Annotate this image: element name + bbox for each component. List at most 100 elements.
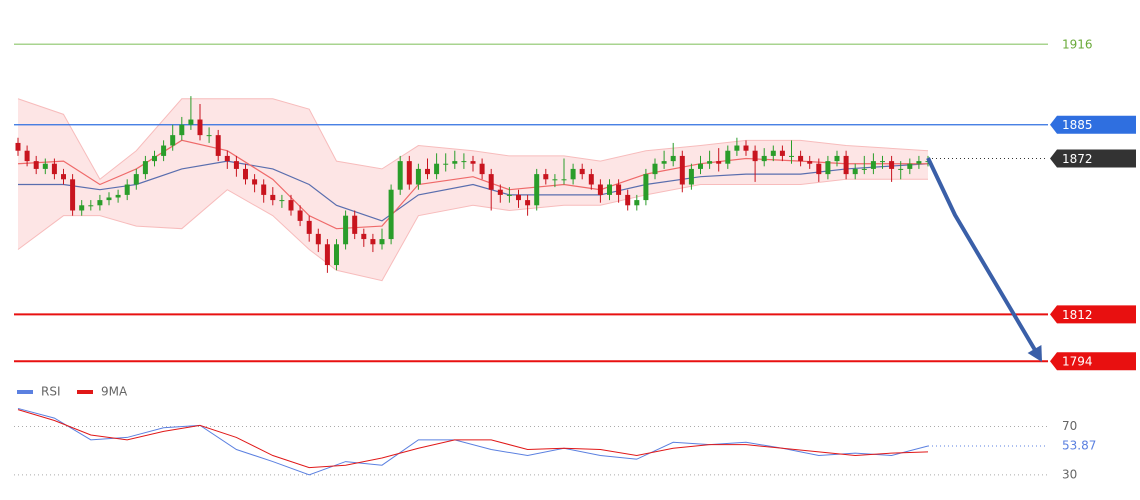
arrow-line — [926, 157, 1037, 352]
candle-body — [870, 161, 876, 169]
rsi-pane: 70 30 RSI 9MA 53.87 — [14, 385, 1096, 481]
candle-body — [561, 179, 567, 181]
price-pane: 1916 1885 1872 1812 1794 — [14, 38, 1136, 371]
candle-body — [670, 155, 676, 162]
candle-body — [306, 220, 312, 234]
candle-body — [79, 205, 85, 211]
candle-body — [752, 150, 758, 162]
candle-body — [370, 239, 376, 245]
candle-body — [397, 161, 403, 190]
candle-body — [379, 239, 385, 245]
candle-body — [33, 161, 39, 169]
candle-body — [443, 163, 449, 165]
candle-body — [552, 179, 558, 181]
series-line — [17, 409, 929, 469]
candle-body — [770, 150, 776, 156]
candle-body — [261, 184, 267, 195]
candle-body — [607, 184, 612, 195]
candle-body — [361, 233, 367, 240]
candle-body — [352, 215, 358, 234]
candle-body — [779, 150, 785, 156]
candle-body — [152, 155, 157, 162]
level-label-box — [1050, 305, 1136, 324]
candle-body — [388, 189, 394, 240]
candle-body — [716, 161, 722, 164]
arrow-head — [1027, 345, 1042, 362]
candle-body — [224, 155, 230, 162]
candle-body — [315, 233, 321, 245]
level-label: 1794 — [1062, 355, 1093, 369]
candle-body — [497, 189, 503, 195]
candle-body — [252, 179, 258, 185]
candle-body — [734, 145, 740, 151]
candle-body — [461, 161, 467, 163]
candle-body — [434, 163, 440, 175]
candle-body — [698, 163, 703, 169]
candle-body — [907, 163, 913, 169]
candle-body — [761, 155, 767, 162]
candle-body — [415, 168, 421, 185]
candle-body — [506, 194, 512, 196]
level-label: 1812 — [1062, 308, 1093, 322]
legend-label: RSI — [41, 385, 61, 399]
candle-body — [97, 200, 103, 206]
candle-body — [24, 150, 30, 162]
candle-body — [579, 168, 585, 175]
candle-body — [789, 155, 794, 157]
band-fill — [18, 98, 928, 281]
candle-body — [898, 168, 904, 170]
candle-body — [188, 119, 194, 125]
candle-body — [161, 145, 167, 156]
legend-label: 9MA — [101, 385, 128, 399]
candle-body — [324, 244, 330, 266]
candle-body — [470, 161, 476, 164]
candle-body — [880, 161, 885, 163]
candle-body — [288, 200, 294, 211]
candle-body — [843, 155, 849, 175]
candle-body — [852, 168, 858, 175]
candle-body — [124, 184, 130, 195]
candle-body — [70, 179, 76, 211]
candle-body — [133, 174, 139, 185]
level-label: 1872 — [1062, 152, 1093, 166]
candle-body — [142, 161, 148, 175]
band-upper — [17, 98, 929, 181]
candle-body — [834, 155, 840, 162]
candle-body — [889, 161, 895, 169]
candle-body — [688, 168, 694, 185]
candle-body — [543, 174, 549, 180]
y-tick-label: 70 — [1062, 419, 1077, 433]
band-middle — [18, 160, 929, 222]
candle-body — [597, 184, 603, 195]
candle-body — [170, 135, 176, 146]
candle-body — [588, 174, 594, 185]
candle-body — [279, 200, 285, 202]
level-label: 1885 — [1062, 118, 1093, 132]
projection-arrow — [926, 157, 1042, 362]
level-label-box — [1050, 149, 1136, 168]
band-lower — [17, 178, 928, 282]
candle-body — [179, 124, 185, 136]
y-tick-label: 30 — [1062, 467, 1077, 481]
candle-body — [233, 161, 239, 169]
candle-body — [406, 161, 412, 185]
level-label-box — [1050, 115, 1136, 134]
candle-body — [534, 174, 540, 206]
candle-body — [625, 194, 631, 206]
candle-body — [861, 168, 867, 170]
candle-body — [725, 150, 731, 164]
candle-body — [215, 135, 221, 156]
candle-body — [525, 200, 531, 206]
candle-body — [816, 163, 822, 175]
candle-body — [707, 161, 713, 164]
candle-body — [825, 161, 831, 175]
candle-body — [197, 119, 203, 136]
candle-body — [425, 168, 430, 175]
candle-body — [334, 244, 339, 266]
candle-body — [343, 215, 349, 245]
candle-body — [807, 161, 813, 164]
candle-body — [452, 161, 458, 164]
candle-body — [570, 168, 576, 180]
